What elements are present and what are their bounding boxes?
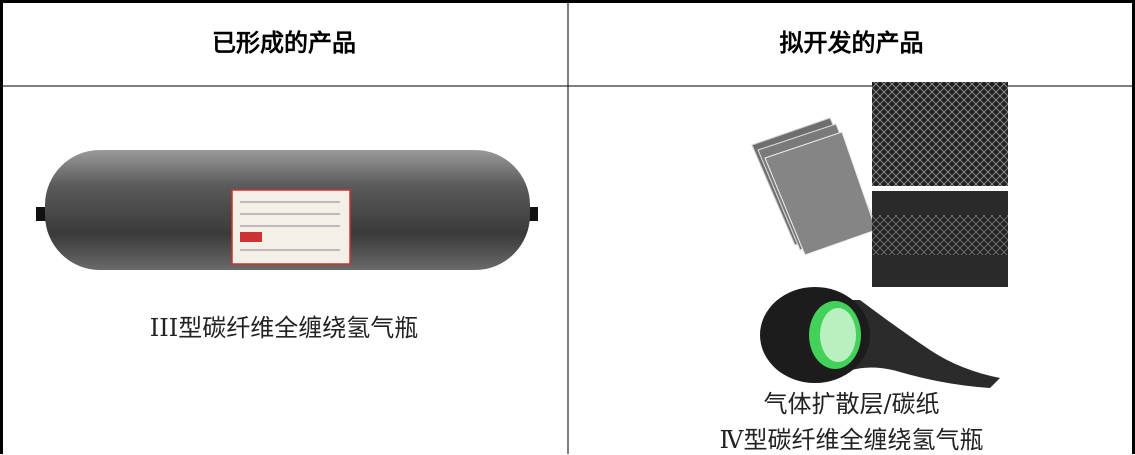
carbon-paper-image xyxy=(751,82,1008,287)
header-cell: 拟开发的产品 xyxy=(779,29,924,57)
caption: Ⅳ型碳纤维全缠绕氢气瓶 xyxy=(719,426,984,454)
cylinder-image xyxy=(36,150,538,270)
header-cell: 已形成的产品 xyxy=(212,29,356,57)
caption: 气体扩散层/碳纸 xyxy=(763,390,940,418)
roll-image xyxy=(760,287,1000,388)
caption: III型碳纤维全缠绕氢气瓶 xyxy=(149,314,419,342)
